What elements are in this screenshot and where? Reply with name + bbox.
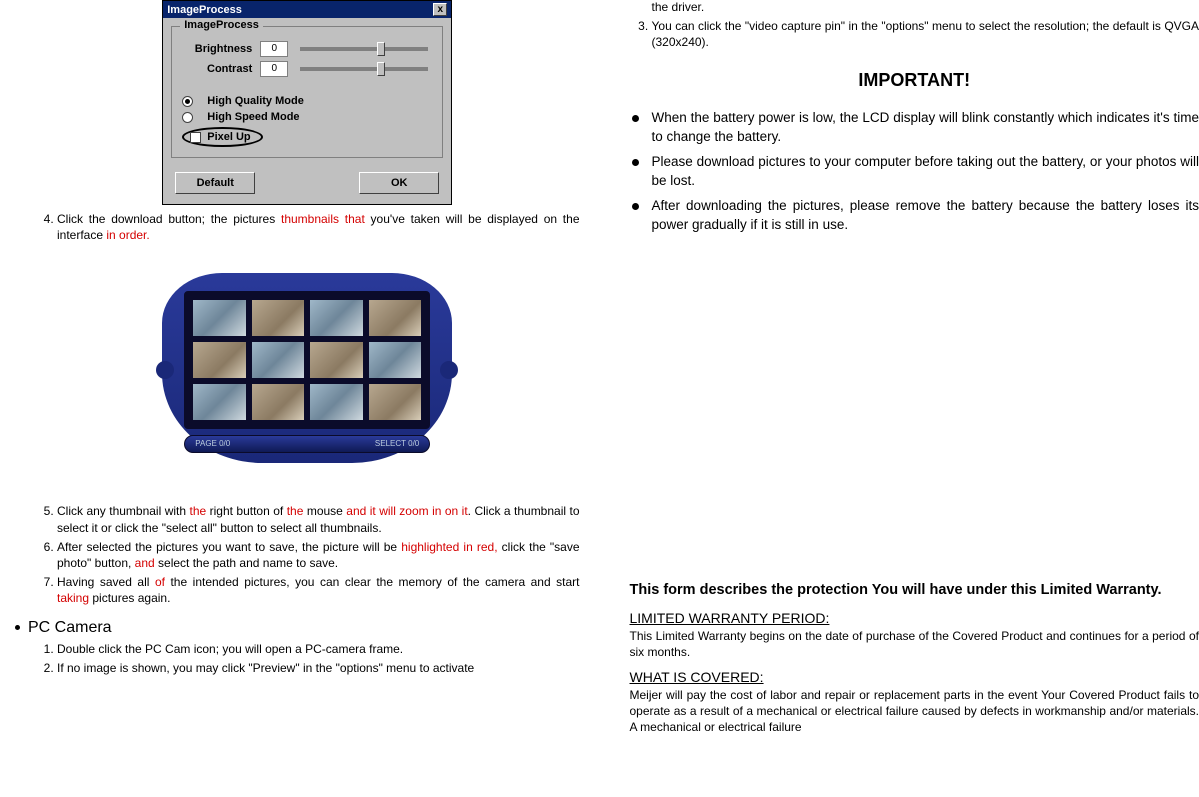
contrast-label: Contrast [182,63,252,75]
imageprocess-group: ImageProcess Brightness 0 Contrast 0 [171,26,443,158]
checkbox-icon[interactable] [190,132,201,143]
ok-button[interactable]: OK [359,172,439,194]
pixel-up-label: Pixel Up [207,131,250,143]
step-4: Click the download button; the pictures … [57,211,580,243]
device-status-bar: PAGE 0/0 SELECT 0/0 [184,435,430,453]
thumbnail[interactable] [251,341,306,379]
pc-camera-heading: PC Camera [28,619,112,637]
what-is-covered-heading: WHAT IS COVERED: [630,669,1199,685]
dialog-titlebar: ImageProcess x [163,1,451,18]
thumbnail-grid [184,291,430,429]
warranty-intro: This form describes the protection You w… [630,581,1199,601]
thumbnail[interactable] [251,383,306,421]
thumbnail[interactable] [368,341,423,379]
brightness-value: 0 [260,41,288,57]
important-bullet-1: When the battery power is low, the LCD d… [652,109,1199,147]
thumbnail-viewer-figure: PAGE 0/0 SELECT 0/0 [35,273,580,463]
thumbnail[interactable] [309,299,364,337]
step-6: After selected the pictures you want to … [57,539,580,571]
page-indicator: PAGE 0/0 [195,436,230,452]
thumbnail-device: PAGE 0/0 SELECT 0/0 [162,273,452,463]
important-bullet-2: Please download pictures to your compute… [652,153,1199,191]
step-3: You can click the "video capture pin" in… [652,18,1199,50]
hs-mode-label: High Speed Mode [207,111,299,123]
thumbnail[interactable] [192,383,247,421]
contrast-value: 0 [260,61,288,77]
spacer [630,241,1199,581]
select-indicator: SELECT 0/0 [375,436,419,452]
right-column: the driver. You can click the "video cap… [600,0,1199,797]
brightness-slider[interactable] [300,47,428,51]
left-column: ImageProcess x ImageProcess Brightness 0… [0,0,600,797]
radio-icon [182,96,193,107]
step-5: Click any thumbnail with the right butto… [57,503,580,535]
hq-mode-radio-row[interactable]: High Quality Mode [182,95,432,107]
default-button[interactable]: Default [175,172,255,194]
thumbnail[interactable] [309,341,364,379]
contrast-slider[interactable] [300,67,428,71]
step-7: Having saved all of the intended picture… [57,574,580,606]
thumbnail[interactable] [192,299,247,337]
steps-list-5-7: Click any thumbnail with the right butto… [35,503,580,606]
thumbnail[interactable] [368,383,423,421]
hq-mode-label: High Quality Mode [207,95,304,107]
bullet-icon [15,625,20,630]
brightness-label: Brightness [182,43,252,55]
warranty-period-heading: LIMITED WARRANTY PERIOD: [630,610,1199,626]
pixel-up-highlight: Pixel Up [182,127,262,147]
steps-list-4: Click the download button; the pictures … [35,211,580,243]
imageprocess-dialog: ImageProcess x ImageProcess Brightness 0… [162,0,452,205]
continuation-text: the driver. [630,0,1199,14]
important-bullets: When the battery power is low, the LCD d… [630,109,1199,234]
steps-list-3: You can click the "video capture pin" in… [630,18,1199,50]
hs-mode-radio-row[interactable]: High Speed Mode [182,111,432,123]
pc-step-2: If no image is shown, you may click "Pre… [57,660,580,676]
pc-step-1: Double click the PC Cam icon; you will o… [57,641,580,657]
group-legend: ImageProcess [180,19,263,31]
close-icon[interactable]: x [433,3,447,16]
thumbnail[interactable] [251,299,306,337]
radio-icon [182,112,193,123]
important-bullet-3: After downloading the pictures, please r… [652,197,1199,235]
thumbnail[interactable] [309,383,364,421]
thumbnail[interactable] [192,341,247,379]
warranty-period-body: This Limited Warranty begins on the date… [630,628,1199,660]
pc-camera-steps: Double click the PC Cam icon; you will o… [35,641,580,676]
important-heading: IMPORTANT! [630,70,1199,91]
imageprocess-dialog-figure: ImageProcess x ImageProcess Brightness 0… [35,0,580,205]
pc-camera-heading-row: PC Camera [15,619,580,637]
dialog-title: ImageProcess [167,4,242,16]
what-is-covered-body: Meijer will pay the cost of labor and re… [630,687,1199,736]
thumbnail[interactable] [368,299,423,337]
